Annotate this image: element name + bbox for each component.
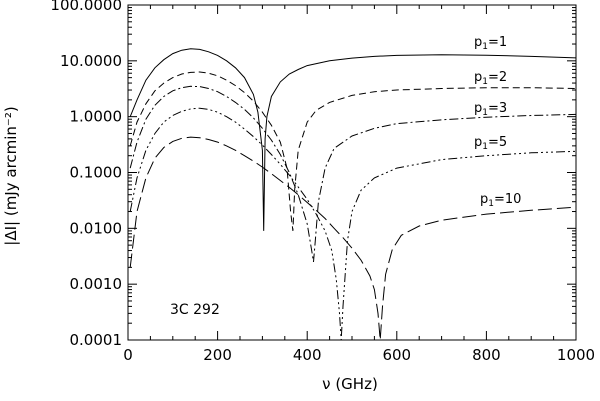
- x-tick-label: 1000: [557, 346, 595, 364]
- series-label-value: =2: [488, 70, 507, 85]
- series-line-4: [129, 107, 577, 341]
- series-label-3: p1=3: [474, 101, 507, 118]
- series-label-4: p1=5: [474, 135, 507, 152]
- y-tick-label: 1.0000: [70, 108, 123, 126]
- series-label-value: =1: [488, 35, 507, 50]
- series-label-subscript: 1: [482, 108, 488, 118]
- series-label-value: =10: [494, 192, 521, 207]
- series-group: [129, 48, 577, 341]
- series-label-letter: p: [474, 135, 482, 150]
- plot-frame: [127, 4, 577, 341]
- y-tick-label: 10.0000: [60, 52, 122, 70]
- series-label-1: p1=1: [474, 35, 507, 52]
- series-label-subscript: 1: [488, 199, 494, 209]
- series-line-5: [129, 136, 577, 341]
- series-label-letter: p: [480, 192, 488, 207]
- x-axis-label: ν (GHz): [322, 375, 378, 393]
- series-label-2: p1=2: [474, 70, 507, 87]
- x-tick-label: 0: [123, 346, 133, 364]
- plot-annotation: 3C 292: [170, 302, 220, 318]
- y-tick-label: 100.0000: [50, 0, 122, 14]
- axes: 0 200 400 600 800 1000 0.0001 0.0010 0.0100 0.100…: [50, 0, 595, 364]
- x-tick-label: 400: [293, 346, 322, 364]
- y-tick-label: 0.0001: [70, 331, 123, 349]
- x-tick-label: 800: [472, 346, 501, 364]
- series-line-1: [129, 48, 577, 231]
- series-line-3: [129, 85, 577, 262]
- series-label-value: =5: [488, 135, 507, 150]
- y-tick-label: 0.1000: [70, 164, 123, 182]
- series-line-2: [129, 71, 577, 231]
- series-label-letter: p: [474, 70, 482, 85]
- y-axis-label: |ΔI| (mJy arcmin⁻²): [2, 106, 20, 245]
- series-label-subscript: 1: [482, 142, 488, 152]
- y-tick-label: 0.0010: [70, 275, 123, 293]
- series-label-subscript: 1: [482, 42, 488, 52]
- series-label-subscript: 1: [482, 77, 488, 87]
- series-label-letter: p: [474, 35, 482, 50]
- y-tick-label: 0.0100: [70, 219, 123, 237]
- series-label-letter: p: [474, 101, 482, 116]
- series-label-5: p1=10: [480, 192, 521, 209]
- x-tick-label: 200: [203, 346, 232, 364]
- series-labels: p1=1p1=2p1=3p1=5p1=10: [474, 35, 521, 209]
- series-label-value: =3: [488, 101, 507, 116]
- x-tick-label: 600: [382, 346, 411, 364]
